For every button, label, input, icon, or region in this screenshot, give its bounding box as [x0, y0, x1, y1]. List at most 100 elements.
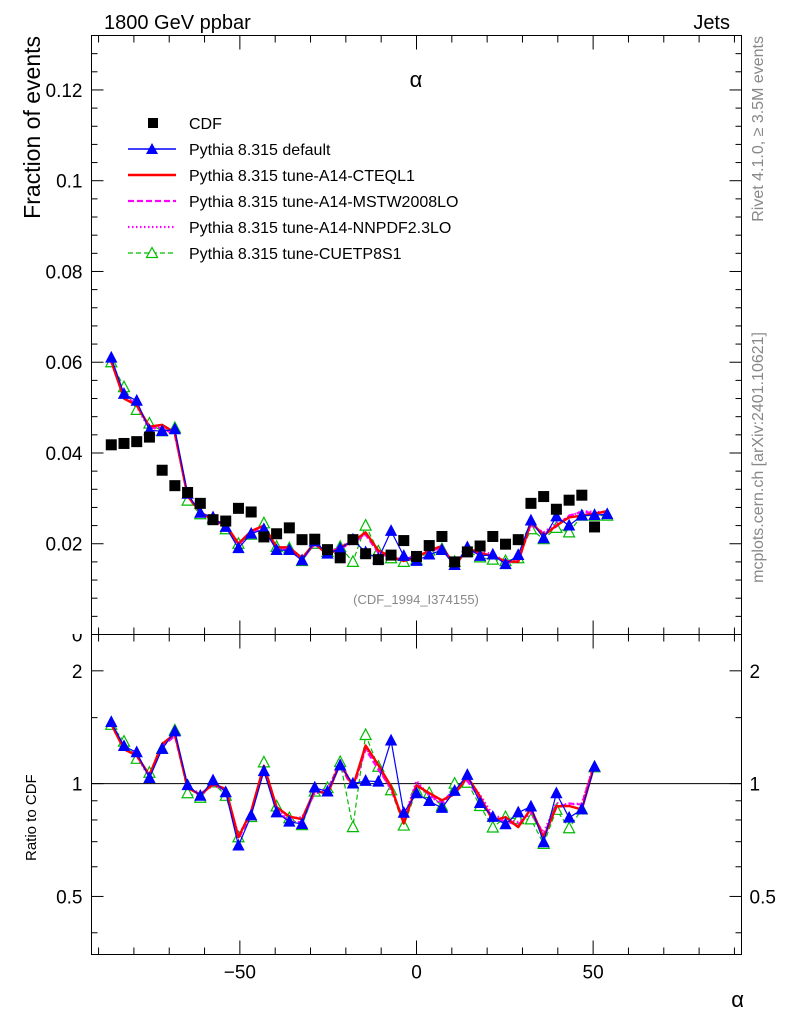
data-point-cdf [321, 544, 333, 556]
main-ytick-zero-mask [40, 627, 88, 634]
ratio-line-nnpdf [110, 724, 596, 837]
ratio-point-default [512, 805, 525, 818]
main-ytick-label: 0.06 [46, 353, 83, 374]
ratio-point-cuetp8s1 [181, 785, 195, 799]
main-ytick-label: 0 [72, 626, 83, 647]
main-ytick-label: 0.12 [46, 81, 83, 102]
data-point-cuetp8s1 [346, 554, 360, 567]
ratio-point-default [295, 817, 309, 829]
ratio-ytick-label-right: 2 [750, 662, 761, 683]
data-point-cdf [563, 494, 575, 506]
data-point-cdf [220, 515, 232, 527]
data-point-cdf [372, 554, 384, 566]
header-right: Jets [693, 12, 730, 34]
data-point-cdf [143, 431, 155, 443]
data-point-cdf [169, 480, 181, 492]
main-ytick-label: 0.02 [46, 535, 83, 556]
data-point-cdf [360, 548, 372, 560]
data-point-cdf [512, 534, 524, 546]
ratio-point-default [588, 759, 601, 772]
data-point-cdf [487, 530, 499, 542]
ratio-point-default [473, 796, 487, 809]
ratio-xtick-label: −50 [224, 963, 256, 984]
main-ylabel: Fraction of events [19, 36, 45, 219]
data-point-cdf [182, 486, 194, 498]
ratio-point-default [321, 784, 334, 797]
data-point-default [537, 531, 550, 544]
ratio-point-default [168, 724, 182, 737]
legend-marker-cdf [148, 118, 158, 128]
ratio-point-default [105, 715, 118, 728]
analysis-watermark: (CDF_1994_I374155) [353, 592, 479, 607]
ratio-point-default [334, 758, 347, 771]
data-point-cdf [131, 436, 143, 448]
ratio-point-default [435, 801, 449, 813]
data-point-cdf [423, 540, 435, 552]
ratio-ytick-label: 2 [72, 662, 83, 683]
main-ytick-label: 0.04 [46, 444, 83, 465]
ratio-point-cuetp8s1 [346, 819, 360, 833]
data-point-cdf [589, 521, 601, 533]
data-point-cdf [258, 531, 270, 543]
data-point-cdf [398, 535, 410, 547]
legend-label-cdf: CDF [189, 116, 222, 133]
data-point-cdf [538, 491, 550, 503]
plot-elements: 0 0.02 0.04 0.06 0.08 0.1 0.12 −50 0 50 0.5 0.5 1 1 2 2 [40, 35, 776, 984]
ratio-point-cuetp8s1 [524, 812, 538, 825]
data-point-default [473, 549, 487, 561]
legend-marker-default [146, 143, 158, 154]
data-point-cdf [500, 538, 512, 550]
data-point-default [270, 543, 283, 555]
ratio-point-default [245, 808, 258, 821]
data-point-cdf [296, 534, 308, 546]
series-line-default [110, 357, 608, 566]
ratio-point-cuetp8s1 [562, 820, 576, 834]
data-point-cdf [385, 549, 397, 561]
ratio-point-default [486, 810, 499, 822]
ratio-point-default [143, 771, 156, 784]
data-point-cdf [232, 502, 244, 514]
ratio-point-default [155, 742, 169, 754]
data-point-default [486, 547, 499, 560]
ratio-ylabel: Ratio to CDF [23, 774, 40, 861]
legend-label-cuetp8s1: Pythia 8.315 tune-CUETP8S1 [189, 246, 402, 263]
series-line-cteql1 [110, 360, 608, 568]
data-point-cdf [309, 533, 321, 545]
ratio-point-default [397, 805, 410, 818]
data-point-default [512, 548, 525, 560]
ratio-point-cuetp8s1 [359, 727, 373, 741]
ratio-point-default [219, 785, 232, 798]
x-axis-title: α [731, 987, 744, 1012]
ratio-ytick-label-right: 1 [750, 775, 761, 796]
data-point-default [423, 547, 436, 560]
ratio-point-default [206, 773, 220, 786]
data-point-cdf [194, 497, 206, 509]
data-point-default [384, 524, 398, 536]
data-point-cdf [105, 439, 117, 451]
data-point-default [499, 557, 512, 570]
legend-label-cteql1: Pythia 8.315 tune-A14-CTEQL1 [189, 168, 415, 185]
data-point-default [283, 543, 296, 555]
mcplots-label: mcplots.cern.ch [arXiv:2401.10621] [750, 332, 767, 583]
data-point-cdf [271, 528, 283, 540]
ratio-point-default [372, 774, 385, 787]
data-point-default [397, 549, 410, 561]
data-point-cdf [245, 506, 257, 518]
ratio-point-default [410, 786, 423, 799]
ratio-point-default [346, 776, 360, 789]
legend: CDF Pythia 8.315 default Pythia 8.315 tu… [128, 116, 458, 263]
ratio-point-default [524, 799, 538, 812]
rivet-version-label: Rivet 4.1.0, ≥ 3.5M events [750, 36, 767, 222]
ratio-point-default [423, 794, 436, 807]
data-point-default [105, 350, 118, 363]
ratio-point-cuetp8s1 [397, 818, 411, 831]
data-point-default [575, 508, 588, 521]
data-point-default [232, 541, 245, 554]
ratio-xtick-label: 0 [411, 963, 422, 984]
data-point-cdf [334, 552, 346, 564]
legend-label-default: Pythia 8.315 default [189, 142, 331, 159]
ratio-point-default [537, 835, 550, 848]
data-point-default [562, 518, 576, 531]
